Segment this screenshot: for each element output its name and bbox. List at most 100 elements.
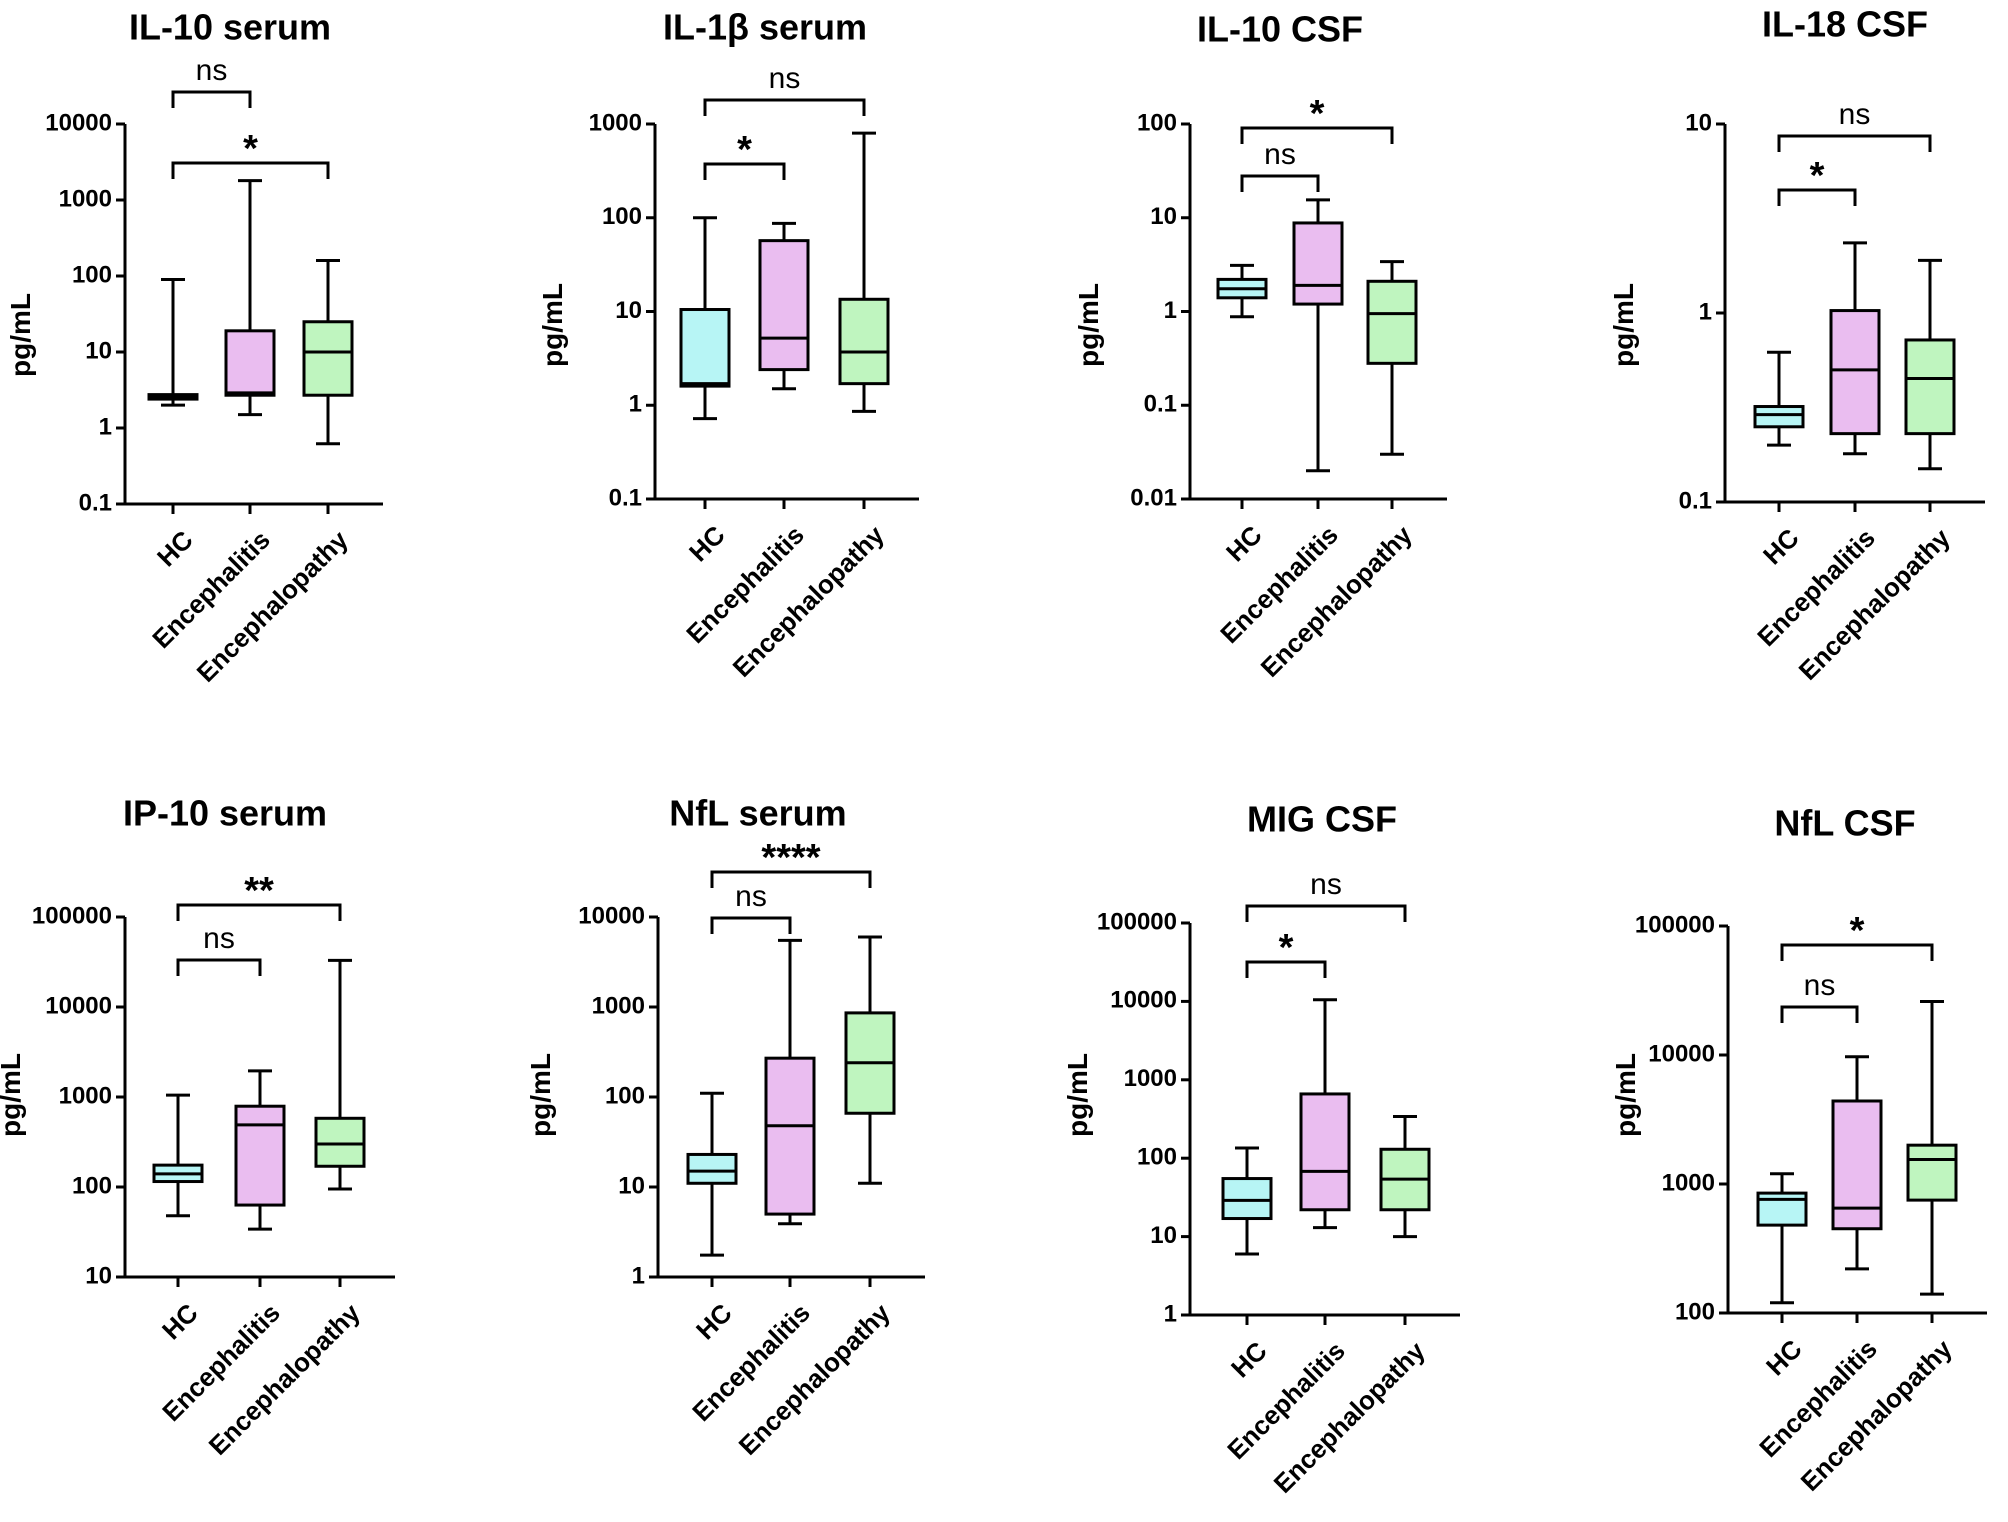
significance-bracket: ns [1245,868,1407,922]
chart-title: IL-18 CSF [1762,4,1928,45]
y-tick-label: 100 [72,1172,112,1199]
significance-bracket: ns [171,54,252,108]
significance-bracket: * [703,129,786,180]
significance-label: ns [1804,969,1836,1002]
y-tick-label: 1000 [59,185,112,212]
x-tick-label: HC [151,524,199,572]
box-iqr [1753,405,1805,429]
y-tick-label: 1 [1699,298,1712,325]
box-hc [1221,1146,1273,1256]
y-tick-label: 10000 [1110,987,1177,1014]
box-encephalopathy [1904,258,1956,471]
significance-label: ns [735,880,767,913]
bracket-line [176,903,342,921]
x-tick-label: Encephalopathy [203,1297,367,1461]
significance-label: **** [761,837,820,879]
y-tick-label: 1000 [59,1082,112,1109]
box-iqr [234,1104,286,1207]
significance-label: * [1810,155,1825,197]
y-axis-label: pg/mL [0,1053,26,1137]
panel-4: IP-10 serum pg/mL 10 100 1000 10000 100000 HCEn… [0,793,395,1461]
panel-6: MIG CSF pg/mL 1 10 100 1000 10000 100000 HCEncep… [1062,799,1460,1499]
y-tick-label: 100 [602,203,642,230]
panel-0: IL-10 serumpg/mL0.1110100100010000HCEnce… [5,7,383,688]
y-tick-label: 1 [1164,1300,1177,1327]
significance-bracket: ns [176,922,262,976]
box-iqr [686,1152,738,1185]
y-tick-label: 100 [1675,1298,1715,1325]
box-iqr [1221,1177,1273,1221]
box-encephalitis [234,1069,286,1231]
box-iqr [1366,279,1418,365]
x-tick-label: HC [1757,522,1805,570]
box-hc [679,216,731,421]
box-iqr [1292,221,1344,306]
box-encephalitis [1831,1055,1883,1271]
significance-label: ns [1310,868,1342,901]
box-encephalitis [1292,198,1344,473]
box-encephalopathy [302,258,354,446]
significance-label: * [1850,910,1865,952]
chart-title: NfL CSF [1774,803,1915,844]
y-tick-label: 10000 [578,902,645,929]
box-hc [1753,350,1805,447]
chart-title: IL-10 CSF [1197,9,1363,50]
y-tick-label: 100 [605,1082,645,1109]
significance-label: * [243,128,258,170]
y-tick-label: 1000 [1124,1065,1177,1092]
significance-bracket: * [1240,93,1394,144]
box-hc [1216,263,1268,319]
box-iqr [1904,338,1956,436]
x-tick-label: HC [1220,519,1268,567]
box-iqr [758,239,810,372]
box-iqr [314,1116,366,1168]
bracket-line [1240,126,1394,144]
y-tick-label: 100 [72,261,112,288]
y-tick-label: 1 [629,391,642,418]
significance-bracket: ns [1240,138,1320,192]
box-iqr [838,297,890,386]
y-tick-label: 10 [1685,109,1712,136]
bracket-line [1777,188,1857,206]
significance-label: ns [769,62,801,95]
bracket-line [1245,904,1407,922]
bracket-line [710,916,792,934]
y-axis-label: pg/mL [525,1053,556,1137]
box-encephalitis [758,221,810,391]
significance-bracket: ns [703,62,866,116]
panel-5: NfL serumpg/mL110100100010000HCEncephali… [525,793,925,1461]
box-hc [1756,1172,1808,1305]
chart-title: IP-10 serum [123,793,327,834]
bracket-line [1780,1005,1859,1023]
y-tick-label: 10 [1150,1222,1177,1249]
panel-3: IL-18 CSFpg/mL0.1110HCEncephalitisEnceph… [1608,4,1985,686]
y-tick-label: 0.01 [1130,484,1177,511]
box-iqr [1299,1092,1351,1212]
panel-1: IL-1β serumpg/mL0.11101001000HCEncephali… [537,7,919,683]
y-tick-label: 0.1 [1679,487,1712,514]
box-encephalopathy [314,958,366,1191]
y-axis-label: pg/mL [5,293,36,377]
box-encephalopathy [838,131,890,413]
y-tick-label: 100 [1137,109,1177,136]
x-tick-label: Encephalopathy [727,519,891,683]
significance-bracket: ns [710,880,792,934]
box-encephalopathy [1366,260,1418,456]
x-tick-label: Encephalopathy [733,1297,897,1461]
y-axis-label: pg/mL [1610,1053,1641,1137]
significance-bracket: * [1245,927,1327,978]
y-tick-label: 10 [615,297,642,324]
significance-label: ns [1839,98,1871,131]
y-tick-label: 1000 [1662,1169,1715,1196]
box-iqr [302,320,354,397]
significance-bracket: * [171,128,330,179]
box-hc [152,1093,204,1218]
y-axis-label: pg/mL [1608,283,1639,367]
y-tick-label: 1000 [592,992,645,1019]
chart-title: IL-10 serum [129,7,331,48]
bracket-line [1240,174,1320,192]
x-tick-label: HC [1225,1335,1273,1383]
bracket-line [1777,134,1932,152]
y-tick-label: 100 [1137,1144,1177,1171]
bracket-line [171,161,330,179]
